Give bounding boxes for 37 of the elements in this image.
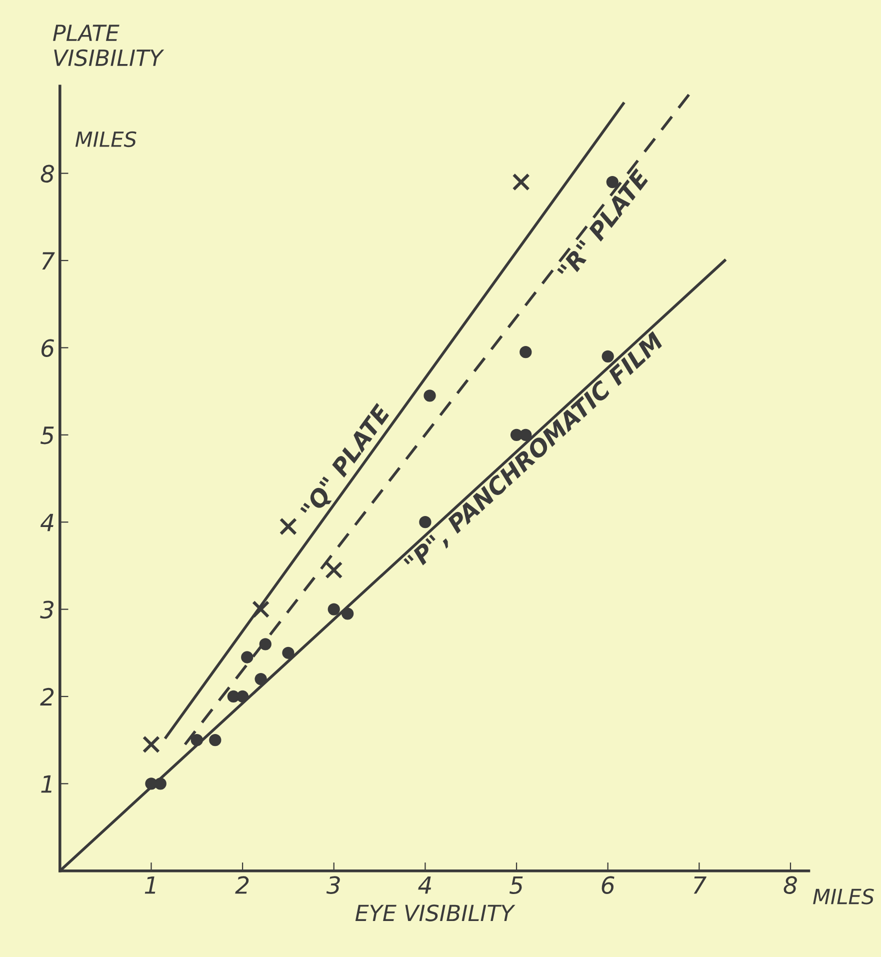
y-tick-label: 8 [40,164,54,183]
point [328,603,340,616]
point [325,561,343,579]
annotation: MILES [75,131,136,148]
point [282,646,294,659]
x-tick-label: 6 [602,876,614,894]
point [252,600,270,618]
y-tick-label: 7 [42,252,55,270]
point [142,736,160,754]
point [259,638,272,650]
point [190,734,203,746]
point [520,346,532,358]
point [342,608,354,620]
point [419,516,432,528]
point [254,672,267,686]
point [279,518,298,536]
text: MILES [813,888,874,904]
x-tick-label: 3 [326,876,340,894]
y-axis-title: PLATE VISIBILITY [53,24,164,66]
x-tick-label: 7 [694,876,706,894]
x-tick-label: 1 [144,876,156,894]
x-tick-label: 2 [235,876,249,894]
x-tick-label: 8 [784,876,797,894]
y-tick-label: 6 [42,339,54,358]
y-tick-label: 1 [41,775,52,793]
point [424,390,436,402]
point [145,778,158,790]
x-axis-title: EYE VISIBILITY [355,904,516,922]
y-tick-label: 3 [40,600,54,619]
y-tick-label: 4 [40,514,54,532]
x-tick-label: 5 [509,876,523,894]
y-tick-label: 2 [40,688,54,706]
point [241,651,254,664]
point [512,173,530,191]
y-tick-label: 5 [40,426,54,444]
point [209,734,222,746]
x-tick-label: 4 [418,876,432,894]
